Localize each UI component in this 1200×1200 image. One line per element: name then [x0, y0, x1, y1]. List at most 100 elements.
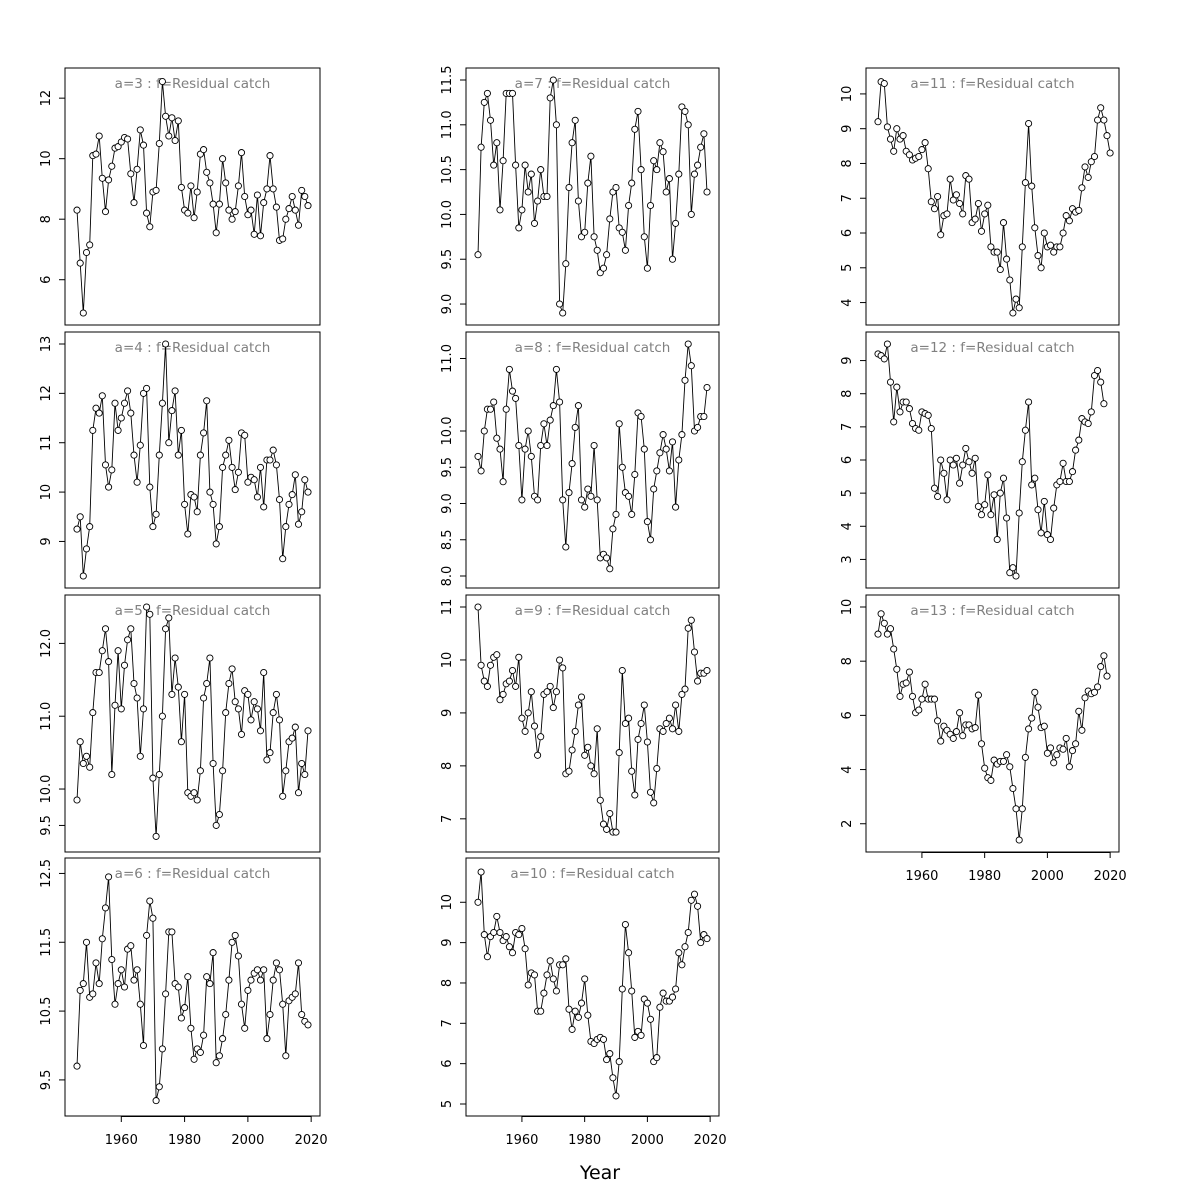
data-point — [502, 405, 510, 413]
data-point — [291, 206, 299, 214]
data-point — [521, 945, 529, 953]
data-point — [1040, 229, 1048, 237]
data-point — [546, 416, 554, 424]
data-point — [120, 399, 129, 407]
data-point — [212, 540, 220, 548]
data-point — [282, 523, 290, 531]
data-point — [537, 733, 545, 741]
data-point — [496, 696, 504, 704]
data-point — [298, 759, 306, 768]
data-point — [260, 503, 268, 511]
data-point — [203, 973, 211, 981]
data-point — [893, 383, 901, 391]
data-point — [1090, 371, 1099, 380]
data-point — [139, 1041, 148, 1050]
data-point — [1103, 672, 1111, 680]
data-point — [139, 141, 148, 149]
data-point — [152, 1097, 160, 1105]
data-point — [136, 126, 144, 134]
data-point — [231, 698, 239, 706]
data-point — [1021, 753, 1029, 761]
data-point — [956, 479, 964, 487]
data-point — [653, 1054, 661, 1062]
data-point — [628, 767, 636, 775]
panel-title: a=12 : f=Residual catch — [910, 340, 1074, 356]
data-point — [549, 704, 557, 712]
data-point — [146, 483, 154, 491]
data-point — [95, 980, 103, 988]
data-point — [304, 488, 312, 496]
data-point — [1097, 104, 1105, 112]
data-point — [943, 496, 951, 504]
data-point — [177, 738, 185, 746]
data-point — [662, 719, 670, 728]
data-point — [158, 712, 166, 720]
data-point — [139, 389, 148, 397]
data-point — [92, 959, 100, 967]
data-point — [902, 679, 910, 687]
data-point — [606, 809, 614, 818]
data-point — [1059, 459, 1067, 467]
data-point — [279, 235, 287, 243]
data-point — [130, 199, 138, 207]
data-point — [152, 186, 160, 194]
y-tick-label: 8 — [840, 657, 855, 665]
data-point — [105, 658, 113, 666]
data-point — [515, 441, 523, 450]
data-point — [279, 792, 287, 800]
data-point — [285, 500, 293, 508]
x-tick-label: 1960 — [905, 869, 938, 884]
data-point — [521, 727, 529, 735]
data-point — [225, 679, 233, 688]
data-point — [86, 523, 94, 531]
data-point — [999, 474, 1008, 482]
data-point — [124, 636, 132, 644]
data-point — [631, 1033, 639, 1041]
panel-title: a=13 : f=Residual catch — [910, 603, 1074, 619]
data-point — [675, 727, 683, 735]
data-point — [477, 661, 485, 669]
data-point — [108, 466, 116, 474]
data-point — [1034, 506, 1042, 514]
data-point — [949, 461, 957, 469]
data-point — [981, 764, 989, 772]
data-point — [82, 545, 91, 553]
y-tick-label: 9 — [440, 709, 455, 717]
data-point — [552, 121, 560, 129]
data-point — [508, 949, 517, 957]
data-point — [291, 990, 299, 998]
data-point — [974, 199, 982, 208]
data-point — [899, 132, 907, 140]
data-point — [890, 645, 898, 653]
data-point — [590, 233, 598, 241]
data-point — [1037, 264, 1045, 272]
data-point — [993, 248, 1001, 256]
data-point — [171, 654, 179, 662]
y-tick-label: 8 — [440, 979, 455, 987]
data-point — [628, 510, 636, 518]
data-point — [590, 770, 598, 778]
data-point — [505, 943, 513, 951]
data-point — [612, 183, 620, 192]
data-point — [165, 614, 173, 622]
data-point — [174, 683, 182, 691]
data-point — [228, 938, 236, 946]
data-point — [301, 476, 309, 484]
data-point — [275, 716, 284, 724]
panel-frame — [64, 594, 321, 853]
data-point — [646, 536, 655, 544]
data-point — [165, 132, 173, 140]
data-point — [139, 705, 148, 713]
data-point — [612, 510, 620, 518]
data-point — [275, 966, 284, 974]
data-point — [593, 246, 601, 254]
data-point — [905, 668, 913, 676]
data-point — [609, 1074, 617, 1082]
y-tick-label: 12 — [39, 385, 54, 402]
data-point — [921, 680, 929, 688]
data-point — [530, 971, 539, 979]
data-point — [646, 1015, 655, 1023]
data-point — [241, 1024, 249, 1032]
data-point — [574, 701, 582, 709]
data-point — [665, 175, 673, 183]
